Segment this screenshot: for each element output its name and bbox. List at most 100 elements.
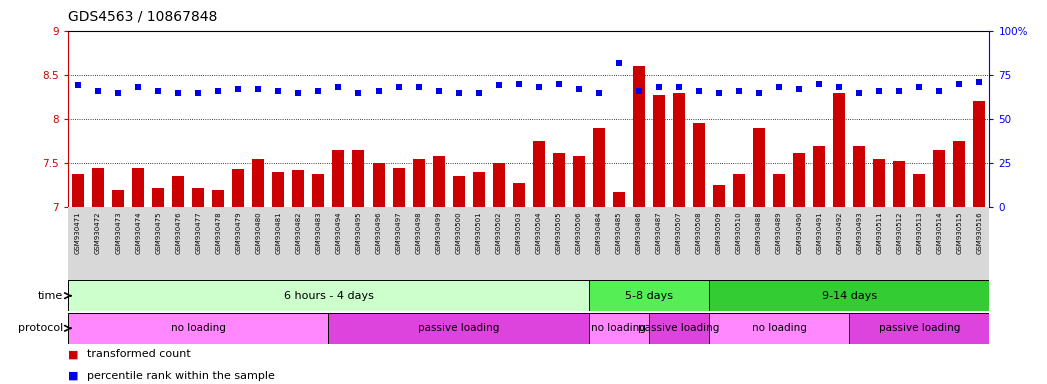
Bar [773,174,785,207]
Bar [833,93,845,207]
Text: GSM930503: GSM930503 [516,211,521,254]
Point [510,81,527,87]
Bar [853,146,865,207]
Bar [753,128,765,207]
Point [771,84,787,90]
Text: GSM930484: GSM930484 [596,211,602,253]
Bar [193,188,204,207]
Text: GSM930489: GSM930489 [776,211,782,254]
Bar [232,169,244,207]
Text: transformed count: transformed count [87,349,191,359]
Bar [472,172,485,207]
Text: GSM930491: GSM930491 [817,211,822,254]
Text: ■: ■ [68,371,79,381]
Text: passive loading: passive loading [418,323,499,333]
Point [490,83,507,89]
Bar [733,174,745,207]
Text: GSM930485: GSM930485 [616,211,622,253]
Text: GSM930490: GSM930490 [796,211,802,254]
Bar [933,150,945,207]
Point [831,84,848,90]
Point [270,88,287,94]
Text: GSM930476: GSM930476 [175,211,181,254]
Text: passive loading: passive loading [639,323,719,333]
Text: GSM930512: GSM930512 [896,211,903,253]
Text: GSM930504: GSM930504 [536,211,541,253]
Text: GSM930509: GSM930509 [716,211,722,254]
Text: GSM930473: GSM930473 [115,211,121,254]
Point [591,89,607,96]
Text: GSM930513: GSM930513 [916,211,922,254]
Bar [68,280,588,311]
Bar [72,174,84,207]
Text: GSM930499: GSM930499 [436,211,442,254]
Bar [252,159,264,207]
Bar [312,174,325,207]
Text: GSM930474: GSM930474 [135,211,141,253]
Bar [393,167,404,207]
Point [891,88,908,94]
Bar [573,156,585,207]
Text: GSM930496: GSM930496 [376,211,381,254]
Text: no loading: no loading [752,323,806,333]
Point [410,84,427,90]
Text: GSM930505: GSM930505 [556,211,562,253]
Text: GSM930472: GSM930472 [95,211,102,253]
Point [951,81,967,87]
Text: GSM930501: GSM930501 [475,211,482,254]
Text: passive loading: passive loading [878,323,960,333]
Text: no loading: no loading [171,323,226,333]
Point [691,88,708,94]
Text: GSM930514: GSM930514 [936,211,942,253]
Bar [632,66,645,207]
Bar [329,313,588,344]
Bar [68,313,329,344]
Point [610,60,627,66]
Point [790,86,807,92]
Bar [709,313,849,344]
Point [971,79,987,85]
Bar [213,190,224,207]
Text: GSM930506: GSM930506 [576,211,582,254]
Text: GDS4563 / 10867848: GDS4563 / 10867848 [68,9,218,23]
Text: GSM930480: GSM930480 [255,211,262,254]
Text: GSM930508: GSM930508 [696,211,701,254]
Text: GSM930483: GSM930483 [315,211,321,254]
Text: GSM930493: GSM930493 [856,211,863,254]
Bar [92,167,104,207]
Text: GSM930515: GSM930515 [956,211,962,253]
Bar [413,159,425,207]
Bar [673,93,685,207]
Bar [533,141,544,207]
Bar [432,156,445,207]
Text: GSM930487: GSM930487 [655,211,662,254]
Point [110,89,127,96]
Point [551,81,567,87]
Bar [849,313,989,344]
Text: no loading: no loading [592,323,646,333]
Point [650,84,667,90]
Bar [152,188,164,207]
Text: GSM930494: GSM930494 [335,211,341,253]
Text: GSM930475: GSM930475 [155,211,161,253]
Bar [709,280,989,311]
Bar [954,141,965,207]
Text: ■: ■ [68,349,79,359]
Text: time: time [38,291,63,301]
Point [290,89,307,96]
Text: GSM930482: GSM930482 [295,211,302,253]
Bar [612,192,625,207]
Point [670,84,687,90]
Text: GSM930497: GSM930497 [396,211,402,254]
Bar [292,170,305,207]
Point [911,84,928,90]
Point [350,89,366,96]
Text: GSM930477: GSM930477 [195,211,201,254]
Bar [794,152,805,207]
Point [531,84,548,90]
Bar [333,150,344,207]
Point [190,89,206,96]
Bar [913,174,926,207]
Text: GSM930498: GSM930498 [416,211,422,254]
Text: GSM930481: GSM930481 [275,211,282,254]
